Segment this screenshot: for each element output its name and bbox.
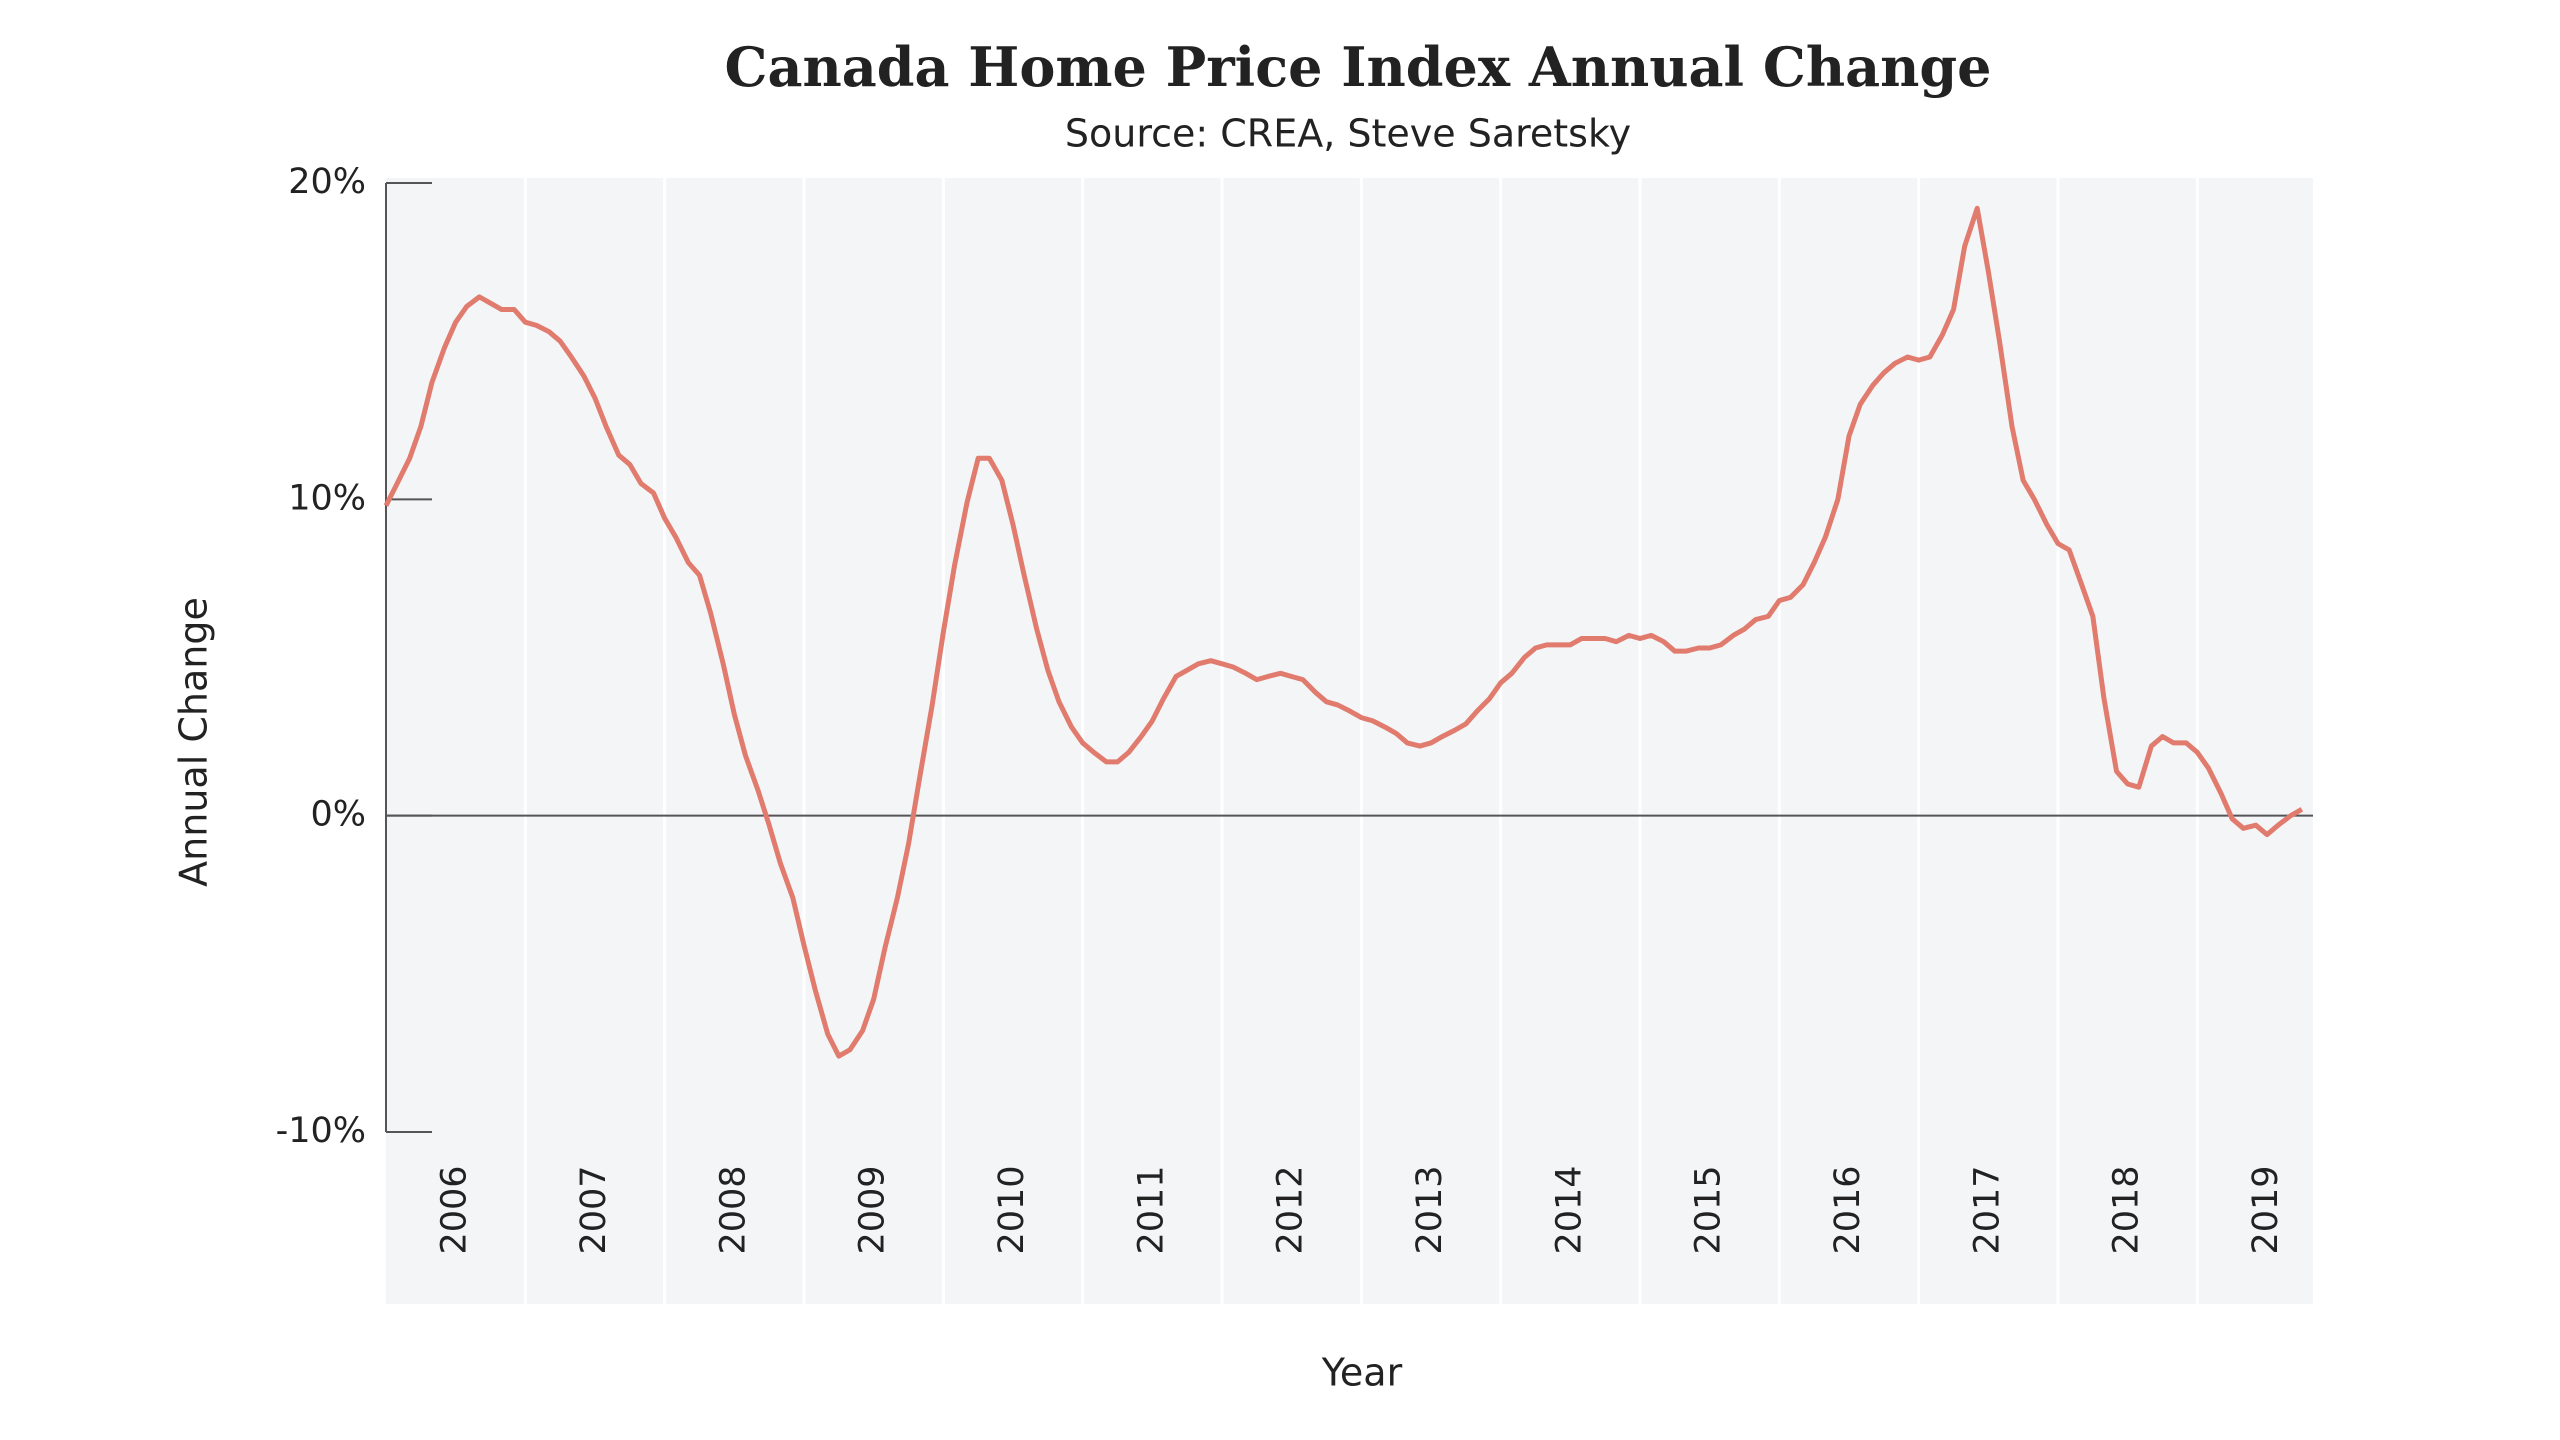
y-tick-label: 10%: [288, 478, 366, 518]
y-tick-label: 0%: [310, 795, 366, 835]
chart-subtitle: Source: CREA, Steve Saretsky: [1065, 112, 1631, 156]
x-tick-label: 2015: [1689, 1165, 1729, 1254]
x-tick-label: 2019: [2246, 1165, 2286, 1254]
x-tick-label: 2012: [1271, 1165, 1311, 1254]
data-line: [383, 205, 2304, 1059]
x-tick-label: 2009: [853, 1165, 893, 1254]
x-tick-label: 2007: [574, 1165, 614, 1254]
y-axis-label: Annual Change: [172, 597, 216, 887]
plot-background: [386, 178, 2313, 1304]
x-tick-label: 2008: [713, 1165, 753, 1254]
x-tick-label: 2010: [992, 1165, 1032, 1254]
chart-title: Canada Home Price Index Annual Change: [725, 35, 1992, 99]
x-tick-label: 2017: [1967, 1165, 2007, 1254]
x-tick-label: 2016: [1828, 1165, 1868, 1254]
y-tick-label: -10%: [276, 1111, 366, 1151]
y-tick-label: 20%: [288, 162, 366, 202]
x-axis-label: Year: [1321, 1351, 1403, 1395]
x-tick-label: 2014: [1549, 1165, 1589, 1254]
x-tick-label: 2018: [2107, 1165, 2147, 1254]
x-tick-label: 2013: [1410, 1165, 1450, 1254]
x-tick-label: 2006: [435, 1165, 475, 1254]
x-tick-label: 2011: [1131, 1165, 1171, 1254]
